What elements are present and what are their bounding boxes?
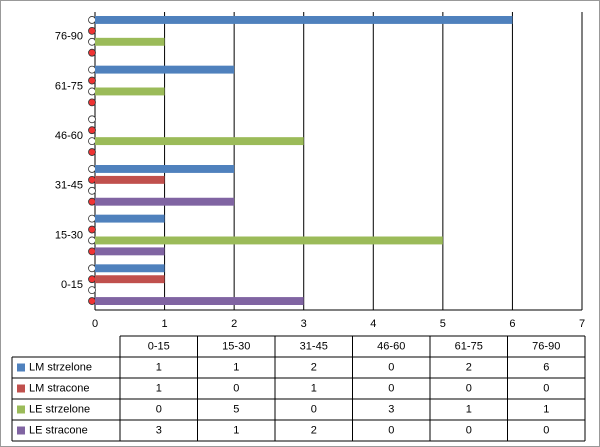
legend-swatch [17, 384, 25, 393]
ball-icon [88, 76, 96, 85]
y-tick-label: 46-60 [55, 130, 83, 142]
x-tick-label: 2 [231, 318, 237, 330]
legend-label: LE strzelone [29, 403, 90, 415]
table-value: 0 [388, 424, 394, 436]
table-value: 1 [466, 403, 472, 415]
table-value: 2 [466, 361, 472, 373]
legend-swatch [17, 426, 25, 435]
x-tick-label: 5 [440, 318, 446, 330]
table-value: 0 [388, 382, 394, 394]
y-tick-label: 31-45 [55, 180, 83, 192]
ball-icon [88, 264, 96, 273]
bar [95, 275, 165, 284]
ball-icon [88, 65, 96, 74]
table-value: 1 [156, 382, 162, 394]
table-value: 3 [156, 424, 162, 436]
table-value: 1 [233, 361, 239, 373]
y-tick-label: 76-90 [55, 31, 83, 43]
y-tick-label: 15-30 [55, 229, 83, 241]
x-tick-label: 7 [579, 318, 585, 330]
ball-icon [88, 165, 96, 173]
ball-icon [88, 48, 96, 57]
ball-icon [88, 126, 96, 135]
bar [95, 16, 513, 24]
table-value: 1 [543, 403, 549, 415]
bar [95, 264, 165, 273]
ball-icon [88, 247, 96, 256]
table-value: 0 [311, 403, 317, 415]
ball-icon [88, 115, 96, 124]
ball-icon [88, 286, 96, 295]
legend-label: LE stracone [29, 424, 88, 436]
y-tick-label: 0-15 [61, 279, 83, 291]
x-tick-label: 6 [509, 318, 515, 330]
bar [95, 65, 235, 74]
legend-swatch [17, 363, 25, 372]
table-value: 0 [543, 382, 549, 394]
ball-icon [88, 16, 96, 24]
legend-swatch [17, 405, 25, 414]
x-tick-label: 1 [162, 318, 168, 330]
bar [95, 214, 165, 223]
table-value: 2 [311, 424, 317, 436]
ball-icon [88, 214, 96, 223]
ball-icon [88, 137, 96, 146]
x-tick-label: 4 [370, 318, 376, 330]
table-value: 3 [388, 403, 394, 415]
table-header: 46-60 [377, 340, 405, 352]
table-value: 5 [233, 403, 239, 415]
bar [95, 37, 165, 46]
table-value: 0 [233, 382, 239, 394]
table-header: 0-15 [148, 340, 170, 352]
ball-icon [88, 175, 96, 184]
x-tick-label: 0 [92, 318, 98, 330]
table-value: 0 [466, 382, 472, 394]
table-value: 0 [466, 424, 472, 436]
bar [95, 87, 165, 96]
table-value: 0 [543, 424, 549, 436]
ball-icon [88, 98, 96, 107]
legend-label: LM stracone [29, 382, 90, 394]
ball-icon [88, 197, 96, 206]
ball-icon [88, 87, 96, 96]
ball-icon [88, 225, 96, 234]
table-value: 1 [156, 361, 162, 373]
ball-icon [88, 297, 96, 305]
table-header: 61-75 [455, 340, 483, 352]
table-value: 1 [233, 424, 239, 436]
bar [95, 197, 235, 206]
y-tick-label: 61-75 [55, 80, 83, 92]
table-header: 31-45 [300, 340, 328, 352]
bar [95, 236, 443, 245]
ball-icon [88, 37, 96, 46]
ball-icon [88, 26, 96, 35]
bar [95, 175, 165, 184]
bar [95, 247, 165, 256]
table-value: 1 [311, 382, 317, 394]
bar [95, 137, 304, 146]
ball-icon [88, 186, 96, 195]
table-value: 0 [388, 361, 394, 373]
ball-icon [88, 275, 96, 284]
table-value: 2 [311, 361, 317, 373]
legend-label: LM strzelone [29, 361, 92, 373]
table-header: 76-90 [532, 340, 560, 352]
bar [95, 297, 304, 305]
table-value: 0 [156, 403, 162, 415]
table-value: 6 [543, 361, 549, 373]
bar [95, 165, 235, 173]
ball-icon [88, 236, 96, 245]
ball-icon [88, 148, 96, 156]
x-tick-label: 3 [301, 318, 307, 330]
table-header: 15-30 [222, 340, 250, 352]
